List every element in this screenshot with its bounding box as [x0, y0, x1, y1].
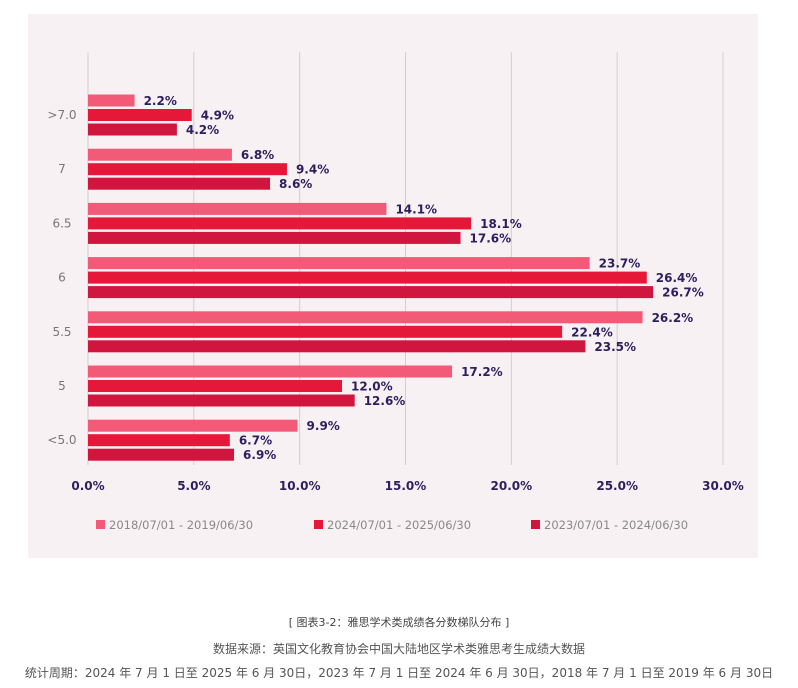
y-category-label: 5.5: [52, 325, 71, 339]
bar: [88, 109, 192, 121]
data-label: 4.9%: [201, 109, 234, 123]
data-label: 12.6%: [364, 394, 406, 408]
data-label: 26.2%: [652, 311, 694, 325]
x-tick-label: 0.0%: [71, 479, 104, 493]
bar: [88, 271, 647, 284]
x-tick-label: 20.0%: [491, 479, 533, 493]
data-label: 9.9%: [307, 419, 340, 433]
y-category-label: 6: [58, 271, 66, 285]
data-label: 4.2%: [186, 123, 219, 137]
bar: [88, 163, 287, 176]
data-label: 23.7%: [599, 257, 641, 271]
bar: [88, 380, 342, 392]
bar: [88, 217, 472, 230]
chart-panel: [28, 14, 758, 558]
x-tick-label: 25.0%: [596, 479, 638, 493]
bar: [88, 286, 654, 299]
data-label: 23.5%: [594, 340, 636, 354]
y-category-label: 5: [58, 379, 66, 393]
legend-label: 2024/07/01 - 2025/06/30: [327, 518, 471, 532]
data-label: 17.6%: [470, 231, 512, 245]
data-label: 6.7%: [239, 434, 272, 448]
y-category-label: 7: [58, 162, 66, 176]
legend-swatch: [531, 520, 540, 529]
y-category-label: >7.0: [47, 108, 76, 122]
bar: [88, 394, 355, 407]
bar-chart: 0.0% 5.0% 10.0% 15.0% 20.0% 25.0% 30.0% >7.0 2.2…: [47, 52, 744, 532]
y-category-label: <5.0: [47, 433, 76, 447]
bar: [88, 94, 135, 107]
bar: [88, 419, 298, 432]
data-label: 8.6%: [279, 177, 312, 191]
data-label: 18.1%: [480, 217, 522, 231]
data-label: 12.0%: [351, 380, 393, 394]
bar: [88, 231, 461, 244]
data-label: 6.9%: [243, 448, 276, 462]
bar: [88, 448, 235, 461]
x-tick-label: 15.0%: [385, 479, 427, 493]
bar: [88, 325, 563, 338]
bar: [88, 123, 177, 136]
statistics-period: 统计周期：2024 年 7 月 1 日至 2025 年 6 月 30日，2023…: [24, 666, 774, 680]
legend-label: 2018/07/01 - 2019/06/30: [109, 518, 253, 532]
x-tick-label: 5.0%: [177, 479, 210, 493]
data-label: 26.7%: [662, 286, 704, 300]
bar: [88, 340, 586, 353]
chart-caption: [ 图表3-2：雅思学术类成绩各分数梯队分布 ]: [288, 616, 510, 629]
bar: [88, 311, 643, 324]
legend-swatch: [96, 520, 105, 529]
x-tick-label: 30.0%: [702, 479, 744, 493]
data-source: 数据来源：英国文化教育协会中国大陆地区学术类雅思考生成绩大数据: [212, 642, 585, 656]
bar: [88, 202, 387, 215]
bar: [88, 257, 590, 270]
data-label: 22.4%: [571, 325, 613, 339]
bar: [88, 148, 232, 161]
bar: [88, 177, 271, 190]
data-label: 6.8%: [241, 148, 274, 162]
legend-label: 2023/07/01 - 2024/06/30: [544, 518, 688, 532]
bar: [88, 365, 453, 378]
x-tick-label: 10.0%: [279, 479, 321, 493]
data-label: 2.2%: [144, 94, 177, 108]
y-category-label: 6.5: [52, 216, 71, 230]
data-label: 26.4%: [656, 271, 698, 285]
data-label: 14.1%: [395, 202, 437, 216]
legend-swatch: [314, 520, 323, 529]
data-label: 17.2%: [461, 365, 503, 379]
data-label: 9.4%: [296, 163, 329, 177]
bar: [88, 434, 230, 447]
